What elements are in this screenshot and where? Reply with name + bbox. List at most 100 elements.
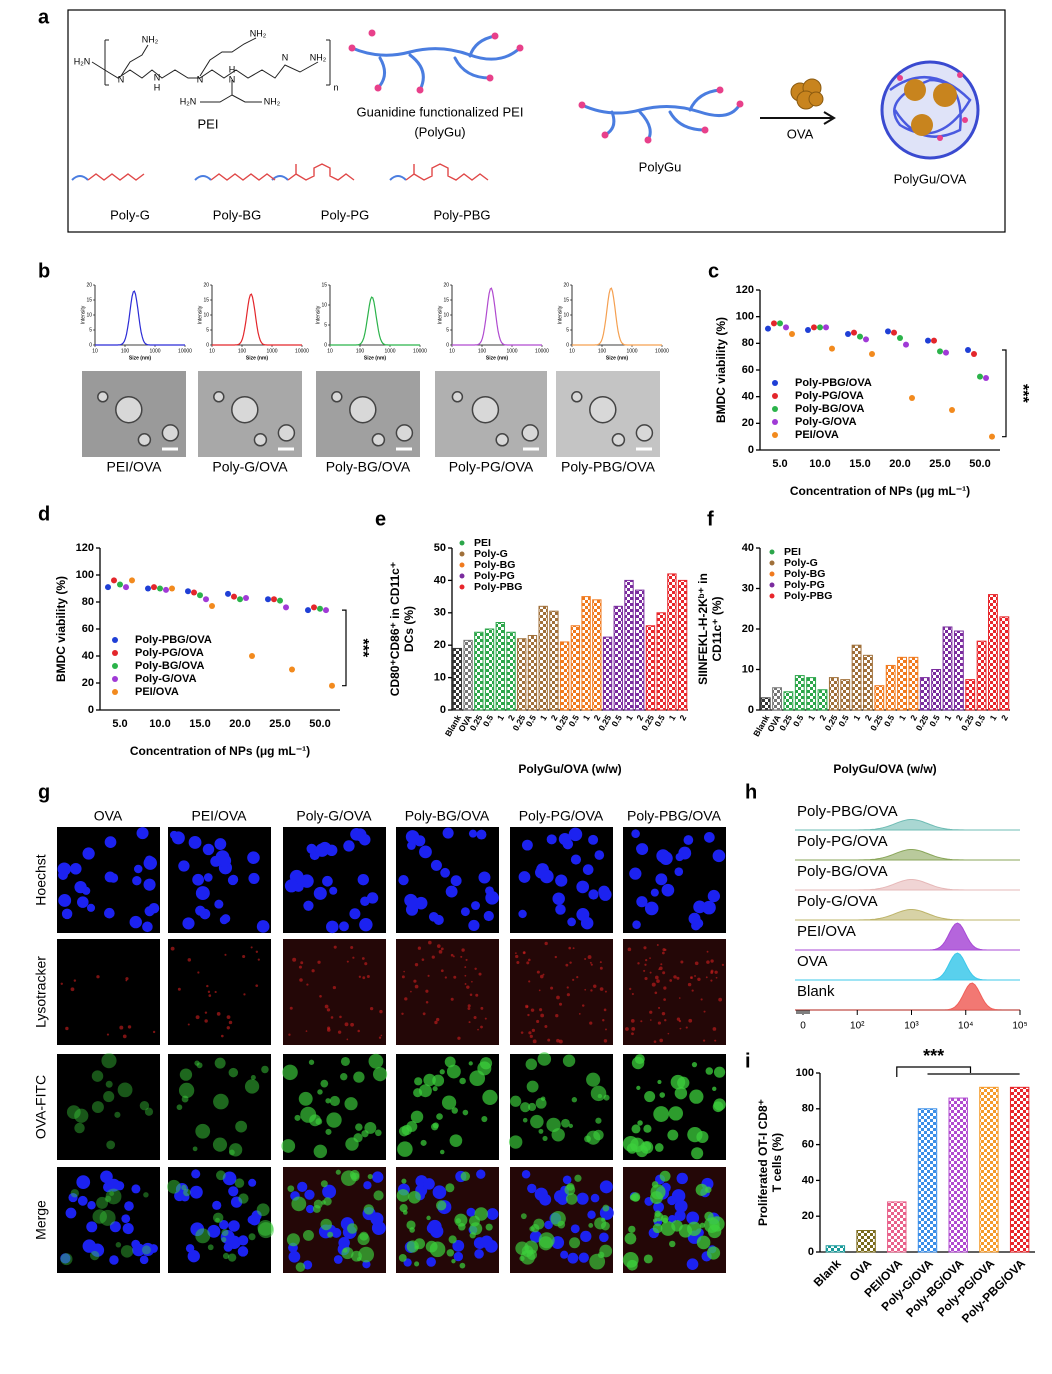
y-tick-label: 5 <box>566 327 569 333</box>
circle-shape <box>601 131 609 139</box>
lysosome <box>450 997 454 1001</box>
pei-structure <box>91 37 331 103</box>
data-point <box>829 345 835 352</box>
nucleus <box>65 1207 77 1219</box>
path-shape <box>889 75 972 138</box>
nucleus <box>329 886 338 895</box>
polymer-label: Poly-G <box>110 207 150 222</box>
data-point <box>885 328 891 335</box>
fitc-signal <box>335 1169 341 1175</box>
fitc-signal <box>622 1252 639 1268</box>
lysosome <box>436 944 441 948</box>
fitc-signal <box>349 1169 360 1180</box>
lysosome <box>467 1007 471 1010</box>
micrograph-content <box>284 827 379 934</box>
nucleus <box>214 838 227 850</box>
lysosome <box>599 987 604 991</box>
lysosome <box>208 994 212 997</box>
data-point <box>765 325 771 332</box>
x-tick-label: 10 <box>92 348 98 354</box>
bar <box>988 594 998 711</box>
fitc-signal <box>282 1064 298 1081</box>
lysosome <box>690 976 693 979</box>
fitc-signal <box>302 1229 314 1241</box>
y-axis-label: Intensity <box>437 305 443 324</box>
fitc-signal <box>643 1254 653 1264</box>
bar <box>495 622 505 711</box>
data-point <box>237 596 243 603</box>
nucleus <box>77 1195 88 1206</box>
micrograph <box>57 939 160 1045</box>
fitc-signal <box>227 1253 237 1262</box>
data-point <box>783 324 789 331</box>
fitc-signal <box>669 1240 676 1248</box>
y-tick-label: 0 <box>440 704 446 716</box>
legend-label: Poly-PG <box>474 570 515 582</box>
fitc-signal <box>535 1097 547 1109</box>
nucleus <box>426 1257 436 1267</box>
data-point <box>823 324 829 331</box>
fitc-signal <box>451 1258 456 1264</box>
fitc-signal <box>562 1054 576 1067</box>
nucleus <box>518 871 531 883</box>
y-tick-label: 0 <box>324 342 327 348</box>
lysosome <box>569 961 572 964</box>
fitc-signal <box>313 1144 328 1159</box>
lysosome <box>403 970 405 973</box>
fitc-signal <box>298 1091 313 1106</box>
fitc-signal <box>635 1145 648 1158</box>
lysosome <box>706 950 709 953</box>
nucleus <box>405 903 419 916</box>
nucleus <box>178 860 190 872</box>
circle-shape <box>348 44 356 52</box>
nucleus <box>661 883 675 897</box>
micrograph-content <box>286 1169 386 1272</box>
nucleus <box>428 911 439 922</box>
y-tick-label: 30 <box>434 607 446 619</box>
lysosome <box>555 1014 559 1018</box>
micrograph <box>57 1054 160 1160</box>
fitc-signal <box>250 1074 256 1081</box>
lysosome <box>358 975 362 978</box>
lysosome <box>357 1029 360 1033</box>
lysosome <box>317 960 321 964</box>
nucleus <box>580 1230 592 1243</box>
lysosome <box>480 1025 483 1029</box>
nucleus <box>86 903 96 912</box>
data-point <box>771 320 777 327</box>
lysosome <box>378 1036 382 1039</box>
legend-label: Poly-G/OVA <box>135 673 197 685</box>
nucleus <box>405 830 420 844</box>
lysosome <box>339 1015 342 1019</box>
micrograph-content <box>508 1052 610 1149</box>
fitc-signal <box>628 1225 636 1233</box>
lysosome <box>643 969 646 972</box>
fitc-signal <box>213 1093 229 1110</box>
lysosome <box>477 1028 479 1031</box>
lysosome <box>306 983 309 986</box>
nucleus <box>552 892 565 905</box>
fitc-signal <box>436 1200 447 1211</box>
fitc-signal <box>408 1190 421 1204</box>
nucleus <box>70 862 82 875</box>
fitc-signal <box>468 1061 473 1066</box>
bar <box>887 1201 907 1253</box>
lysosome <box>436 1017 440 1022</box>
lysosome <box>421 958 425 961</box>
data-point <box>283 604 289 611</box>
fitc-signal <box>668 1106 683 1121</box>
fitc-signal <box>257 1220 274 1236</box>
lysosome <box>566 986 569 989</box>
scheme-box <box>67 9 1006 233</box>
fitc-signal <box>564 1184 576 1196</box>
fitc-signal <box>325 1098 331 1104</box>
micrograph-content <box>57 827 160 933</box>
x-tick-label: 10 <box>327 348 333 354</box>
lysosome <box>464 974 467 977</box>
fitc-signal <box>238 1193 249 1204</box>
data-point <box>777 320 783 327</box>
y-tick-label: 5 <box>206 327 209 333</box>
fitc-signal <box>221 1236 227 1243</box>
lysosome <box>467 1004 471 1008</box>
circle-shape <box>962 117 968 123</box>
